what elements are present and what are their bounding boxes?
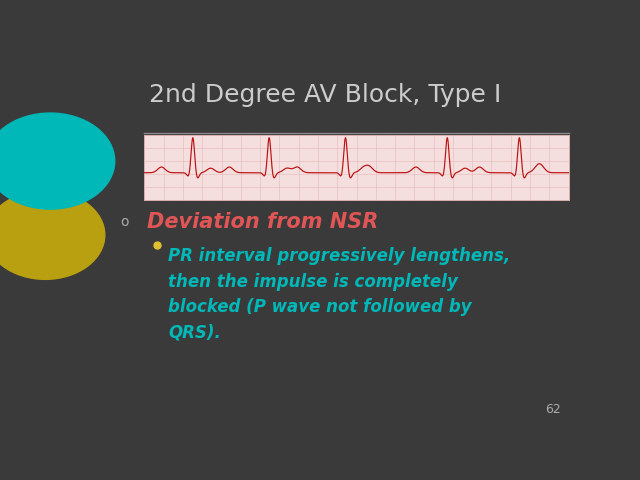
Text: o: o [120, 215, 129, 229]
Text: 2nd Degree AV Block, Type I: 2nd Degree AV Block, Type I [150, 84, 502, 108]
Text: Deviation from NSR: Deviation from NSR [147, 212, 378, 232]
Circle shape [0, 113, 115, 209]
FancyBboxPatch shape [145, 135, 568, 200]
Circle shape [0, 191, 105, 279]
Text: PR interval progressively lengthens,
then the impulse is completely
blocked (P w: PR interval progressively lengthens, the… [168, 247, 511, 342]
Text: 62: 62 [545, 403, 561, 416]
